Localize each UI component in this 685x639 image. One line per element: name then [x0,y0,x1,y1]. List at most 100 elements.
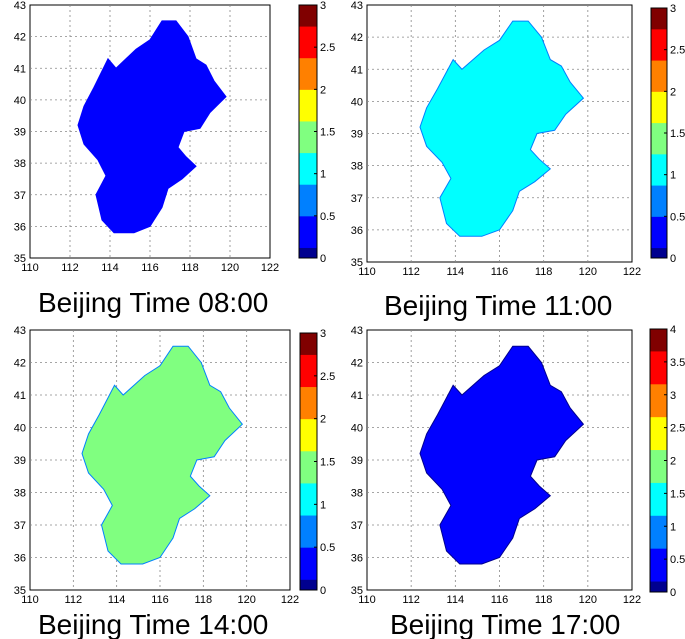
y-tick-label: 39 [14,127,26,139]
y-tick-label: 41 [351,390,363,402]
colorbar-tick-label: 1 [670,521,676,533]
colorbar-segment [650,449,667,461]
colorbar-segment [650,394,667,407]
x-tick-label: 110 [358,594,376,606]
y-tick-label: 37 [14,190,26,202]
y-tick-label: 38 [351,161,363,173]
colorbar-segment [299,89,317,101]
colorbar-tick-label: 1 [320,169,326,181]
colorbar-segment [300,418,317,430]
colorbar-segment [651,216,667,228]
heatmap-field [419,345,585,565]
colorbar-segment [651,247,667,259]
colorbar-segment [300,482,317,495]
colorbar-segment [650,526,667,538]
colorbar-segment [650,548,667,560]
colorbar-segment [650,329,667,341]
colorbar-tick-label: 1 [670,170,676,182]
colorbar-tick-label: 3 [670,390,676,402]
y-tick-label: 43 [351,0,363,12]
y-tick-label: 42 [351,358,363,370]
colorbar-tick-label: 2 [320,84,326,96]
colorbar-segment [299,205,317,217]
y-tick-label: 40 [351,96,363,108]
colorbar-segment [651,60,667,71]
colorbar-segment [300,365,317,377]
y-tick-label: 39 [351,455,363,467]
x-tick-label: 118 [181,262,199,274]
colorbar-segment [300,397,317,409]
colorbar-segment [300,525,317,537]
colorbar-segment [650,570,667,582]
y-tick-label: 41 [14,390,26,402]
y-tick-label: 40 [14,95,26,107]
colorbar-segment [300,557,317,570]
x-tick-label: 122 [281,594,299,606]
y-tick-label: 35 [14,585,26,597]
colorbar-segment [299,173,317,185]
colorbar-segment [651,185,667,196]
chart-panel-2: 110 112 114 116 118 120 1223536373839404142430… [351,0,685,321]
colorbar-segment [299,110,317,122]
colorbar-segment [651,112,667,124]
x-tick-label: 110 [21,262,39,274]
y-tick-label: 41 [14,63,26,75]
colorbar-tick-label: 0 [670,253,676,265]
y-tick-label: 35 [351,585,363,597]
colorbar-segment [299,36,317,48]
colorbar-tick-label: 1.5 [670,488,685,500]
colorbar-segment [300,343,317,355]
colorbar-tick-label: 1.5 [320,457,335,469]
colorbar-segment [300,333,317,345]
colorbar-segment [650,405,667,418]
x-tick-label: 118 [195,594,213,606]
colorbar-segment [299,99,317,111]
chart-panel-1: 110 112 114 116 118 120 1223536373839404142430… [14,0,336,318]
colorbar-segment [300,515,317,527]
colorbar-segment [300,536,317,548]
colorbar-segment [650,559,667,571]
y-tick-label: 42 [351,32,363,44]
x-tick-label: 114 [101,262,119,274]
colorbar-segment [299,247,317,259]
colorbar-segment [650,361,667,374]
x-tick-label: 112 [402,594,420,606]
colorbar-segment [650,416,667,429]
x-tick-label: 116 [491,266,509,278]
colorbar-tick-label: 2.5 [670,423,685,435]
colorbar-segment [650,581,667,593]
colorbar-tick-label: 0 [320,585,326,597]
colorbar-segment [300,472,317,484]
colorbar-segment [651,174,667,186]
y-tick-label: 38 [351,488,363,500]
colorbar-segment [650,471,667,483]
colorbar-segment [300,547,317,559]
y-tick-label: 39 [351,129,363,141]
colorbar-tick-label: 0.5 [670,554,685,566]
panel-caption: Beijing Time 08:00 [38,287,268,318]
y-tick-label: 41 [351,64,363,76]
colorbar-segment [300,461,317,473]
colorbar-segment [651,205,667,217]
x-tick-label: 120 [221,262,239,274]
colorbar-segment [299,15,317,27]
colorbar-segment [300,407,317,420]
colorbar-segment [650,427,667,440]
colorbar-segment [299,184,317,196]
x-tick-label: 112 [65,594,83,606]
colorbar-segment [651,91,667,103]
colorbar-segment [651,8,667,19]
colorbar-segment [299,26,317,38]
colorbar-tick-label: 1 [320,499,326,511]
colorbar-tick-label: 4 [670,324,676,336]
colorbar-tick-label: 0.5 [320,211,335,223]
y-tick-label: 38 [14,488,26,500]
heatmap-field [419,20,585,237]
y-tick-label: 36 [351,553,363,565]
colorbar-segment [651,70,667,82]
colorbar-segment [299,142,317,154]
y-tick-label: 43 [14,0,26,12]
colorbar-segment [650,537,667,549]
panel-caption: Beijing Time 11:00 [384,290,612,321]
x-tick-label: 112 [402,266,420,278]
